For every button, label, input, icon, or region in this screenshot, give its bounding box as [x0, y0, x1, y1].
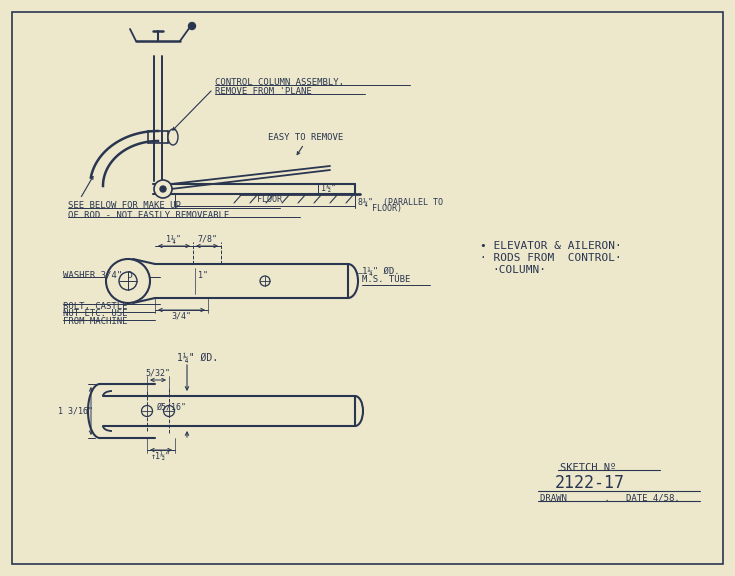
- Text: 3/4": 3/4": [171, 312, 191, 320]
- Text: CONTROL COLUMN ASSEMBLY,: CONTROL COLUMN ASSEMBLY,: [215, 78, 344, 88]
- Circle shape: [154, 180, 172, 198]
- Text: 1 3/16": 1 3/16": [58, 407, 93, 415]
- Circle shape: [106, 259, 150, 303]
- Text: ·COLUMN·: ·COLUMN·: [492, 265, 546, 275]
- Text: 1¼" ØD.: 1¼" ØD.: [177, 353, 218, 363]
- Text: EASY TO REMOVE: EASY TO REMOVE: [268, 134, 343, 142]
- Circle shape: [142, 406, 152, 416]
- Text: REMOVE FROM 'PLANE: REMOVE FROM 'PLANE: [215, 88, 312, 97]
- Circle shape: [188, 22, 196, 29]
- Text: FLOOR: FLOOR: [257, 195, 282, 203]
- Text: 2122-17: 2122-17: [555, 474, 625, 492]
- Ellipse shape: [168, 129, 178, 145]
- Text: SKETCH Nº: SKETCH Nº: [560, 463, 616, 473]
- Text: FLOOR): FLOOR): [372, 204, 402, 214]
- Text: ↑1½": ↑1½": [151, 453, 171, 461]
- Text: 1¼": 1¼": [167, 234, 182, 244]
- Text: · RODS FROM  CONTROL·: · RODS FROM CONTROL·: [480, 253, 622, 263]
- Circle shape: [119, 272, 137, 290]
- Text: 5/32": 5/32": [146, 369, 171, 377]
- Text: FROM MACHINE: FROM MACHINE: [63, 317, 127, 327]
- Text: M.S. TUBE: M.S. TUBE: [362, 275, 410, 285]
- Text: 7/8": 7/8": [197, 234, 217, 244]
- Text: WASHER 3/4" D: WASHER 3/4" D: [63, 271, 133, 279]
- Circle shape: [260, 276, 270, 286]
- Circle shape: [163, 406, 174, 416]
- Text: SEE BELOW FOR MAKE UP: SEE BELOW FOR MAKE UP: [68, 202, 181, 210]
- Text: 1¼" ØD.: 1¼" ØD.: [362, 267, 400, 275]
- Text: BOLT, CASTLE: BOLT, CASTLE: [63, 301, 127, 310]
- Text: 1½": 1½": [321, 184, 336, 194]
- Text: Ø5/16": Ø5/16": [157, 403, 187, 411]
- Text: DRAWN       .   DATE 4/58.: DRAWN . DATE 4/58.: [540, 494, 680, 502]
- Text: 8¼"  (PARALLEL TO: 8¼" (PARALLEL TO: [358, 198, 443, 207]
- Text: OF ROD - NOT EASILY REMOVEABLE: OF ROD - NOT EASILY REMOVEABLE: [68, 210, 229, 219]
- Circle shape: [160, 186, 166, 192]
- Text: NUT ETC. USE: NUT ETC. USE: [63, 309, 127, 319]
- Text: 1": 1": [198, 271, 208, 281]
- Text: • ELEVATOR & AILERON·: • ELEVATOR & AILERON·: [480, 241, 622, 251]
